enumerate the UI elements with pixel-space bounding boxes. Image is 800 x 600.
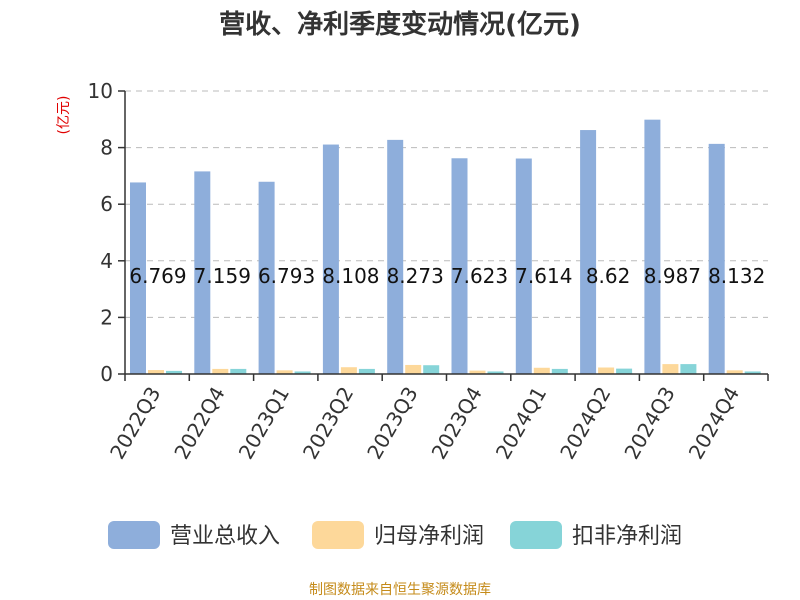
legend-item-1[interactable]: 营业总收入 xyxy=(108,521,280,549)
bar-1-2023Q4[interactable] xyxy=(451,158,468,374)
x-tick-label-2022Q3: 2022Q3 xyxy=(105,383,165,464)
bar-3-2022Q4[interactable] xyxy=(230,368,247,374)
legend-label-1: 营业总收入 xyxy=(170,524,280,549)
data-label-2024Q4: 8.132 xyxy=(708,264,765,288)
bar-3-2024Q4[interactable] xyxy=(744,371,761,374)
data-label-2023Q3: 8.273 xyxy=(387,264,444,288)
x-tick-label-2024Q2: 2024Q2 xyxy=(555,383,615,464)
legend-item-3[interactable]: 扣非净利润 xyxy=(510,521,682,549)
legend-swatch-2 xyxy=(312,521,364,549)
data-label-2024Q3: 8.987 xyxy=(644,264,701,288)
chart-title: 营收、净利季度变动情况(亿元) xyxy=(219,9,581,40)
bar-2-2024Q1[interactable] xyxy=(533,367,550,374)
bar-1-2023Q3[interactable] xyxy=(387,139,404,374)
bar-1-2022Q3[interactable] xyxy=(130,182,146,374)
x-tick-label-2023Q2: 2023Q2 xyxy=(298,383,358,464)
x-tick-label-2022Q4: 2022Q4 xyxy=(169,383,229,464)
bar-2-2022Q4[interactable] xyxy=(212,368,229,374)
y-tick-label-0: 0 xyxy=(100,362,113,386)
bar-3-2024Q3[interactable] xyxy=(680,364,697,374)
y-tick-label-4: 4 xyxy=(100,249,113,273)
y-tick-label-2: 2 xyxy=(100,305,113,329)
gridlines xyxy=(125,90,768,318)
bars xyxy=(130,119,761,374)
bar-3-2022Q3[interactable] xyxy=(166,370,182,374)
legend-swatch-1 xyxy=(108,521,160,549)
bar-2-2024Q4[interactable] xyxy=(726,370,743,374)
bar-3-2024Q1[interactable] xyxy=(551,368,568,374)
data-labels: 6.769 7.159 6.793 8.108 8.273 7.623 7.614 8.62 8… xyxy=(129,264,765,288)
y-tick-label-6: 6 xyxy=(100,192,113,216)
legend-swatch-3 xyxy=(510,521,562,549)
data-label-2023Q4: 7.623 xyxy=(451,264,508,288)
bar-1-2024Q2[interactable] xyxy=(580,130,597,374)
bar-1-2024Q3[interactable] xyxy=(644,119,661,374)
x-tick-label-2023Q1: 2023Q1 xyxy=(234,383,294,464)
bar-3-2024Q2[interactable] xyxy=(616,368,633,374)
data-label-2022Q4: 7.159 xyxy=(194,264,251,288)
legend-item-2[interactable]: 归母净利润 xyxy=(312,521,484,549)
data-label-2024Q1: 7.614 xyxy=(515,264,572,288)
data-label-2023Q2: 8.108 xyxy=(322,264,379,288)
bar-1-2022Q4[interactable] xyxy=(194,171,211,374)
bar-2-2024Q3[interactable] xyxy=(662,364,679,374)
x-tick-label-2024Q4: 2024Q4 xyxy=(684,383,744,464)
bar-2-2023Q2[interactable] xyxy=(340,367,357,374)
bar-1-2023Q2[interactable] xyxy=(322,144,339,374)
y-axis-label: (亿元) xyxy=(56,96,72,135)
bar-1-2024Q4[interactable] xyxy=(708,143,725,374)
bar-2-2024Q2[interactable] xyxy=(598,367,615,374)
bar-2-2023Q4[interactable] xyxy=(469,370,486,374)
y-tick-label-8: 8 xyxy=(100,136,113,160)
x-tick-label-2024Q3: 2024Q3 xyxy=(619,383,679,464)
legend-label-2: 归母净利润 xyxy=(374,524,484,549)
data-label-2022Q3: 6.769 xyxy=(129,264,186,288)
y-tick-label-10: 10 xyxy=(88,79,113,103)
bar-1-2023Q1[interactable] xyxy=(258,181,275,374)
source-note: 制图数据来自恒生聚源数据库 xyxy=(309,582,491,598)
bar-3-2023Q2[interactable] xyxy=(358,368,375,374)
legend[interactable]: 营业总收入 归母净利润 扣非净利润 xyxy=(108,521,682,549)
legend-label-3: 扣非净利润 xyxy=(572,524,682,549)
x-tick-label-2023Q3: 2023Q3 xyxy=(362,383,422,464)
data-label-2023Q1: 6.793 xyxy=(258,264,315,288)
x-tick-label-2023Q4: 2023Q4 xyxy=(427,383,487,464)
bar-1-2024Q1[interactable] xyxy=(515,158,532,374)
bar-3-2023Q3[interactable] xyxy=(423,365,440,374)
data-label-2024Q2: 8.62 xyxy=(586,264,631,288)
bar-2-2023Q1[interactable] xyxy=(276,370,293,374)
bar-3-2023Q1[interactable] xyxy=(294,371,311,374)
bar-3-2023Q4[interactable] xyxy=(487,371,504,374)
bar-2-2022Q3[interactable] xyxy=(148,370,164,374)
bar-2-2023Q3[interactable] xyxy=(405,364,422,374)
x-tick-label-2024Q1: 2024Q1 xyxy=(491,383,551,464)
